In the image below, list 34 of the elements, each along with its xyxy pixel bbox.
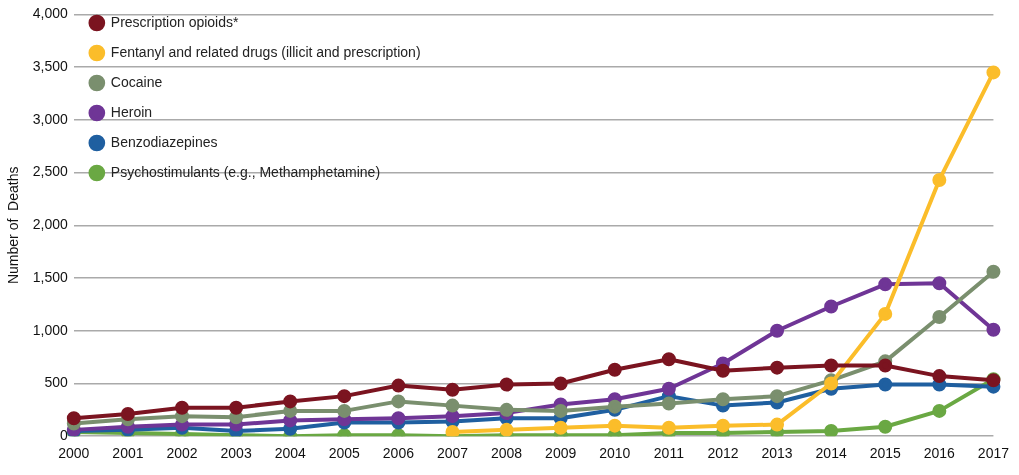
x-tick-label: 2012: [707, 445, 739, 462]
y-tick-label: 4,000: [32, 5, 69, 22]
y-tick-label: 1,000: [32, 321, 69, 338]
y-axis-title: Number of Deaths: [5, 166, 22, 285]
x-tick-label: 2014: [815, 445, 847, 462]
legend-label: Cocaine: [110, 73, 163, 90]
legend-label: Psychostimulants (e.g., Methamphetamine): [110, 163, 381, 180]
y-tick-label: 500: [44, 374, 69, 391]
legend-label: Heroin: [110, 103, 153, 120]
y-tick-label: 2,500: [32, 163, 69, 180]
x-tick-label: 2016: [923, 445, 956, 462]
legend-label: Fentanyl and related drugs (illicit and prescription): [110, 43, 421, 60]
x-tick-label: 2007: [436, 445, 469, 462]
x-tick-label: 2009: [545, 445, 577, 462]
y-tick-label: 0: [60, 427, 69, 444]
x-tick-label: 2017: [977, 445, 1010, 462]
x-tick-label: 2000: [58, 445, 90, 462]
x-tick-label: 2013: [761, 445, 793, 462]
y-tick-label: 1,500: [32, 268, 69, 285]
y-tick-label: 3,500: [32, 57, 69, 74]
y-tick-label: 3,000: [32, 110, 69, 127]
x-tick-label: 2005: [328, 445, 361, 462]
x-tick-label: 2003: [220, 445, 252, 462]
x-tick-label: 2004: [274, 445, 306, 462]
legend-label: Prescription opioids*: [110, 13, 240, 30]
legend-label: Benzodiazepines: [110, 133, 218, 150]
x-tick-label: 2015: [869, 445, 902, 462]
x-tick-label: 2010: [599, 445, 631, 462]
x-tick-label: 2006: [382, 445, 415, 462]
y-tick-label: 2,000: [32, 216, 69, 233]
x-tick-label: 2008: [491, 445, 523, 462]
x-tick-label: 2001: [112, 445, 144, 462]
x-tick-label: 2011: [653, 445, 685, 462]
x-tick-label: 2002: [166, 445, 198, 462]
